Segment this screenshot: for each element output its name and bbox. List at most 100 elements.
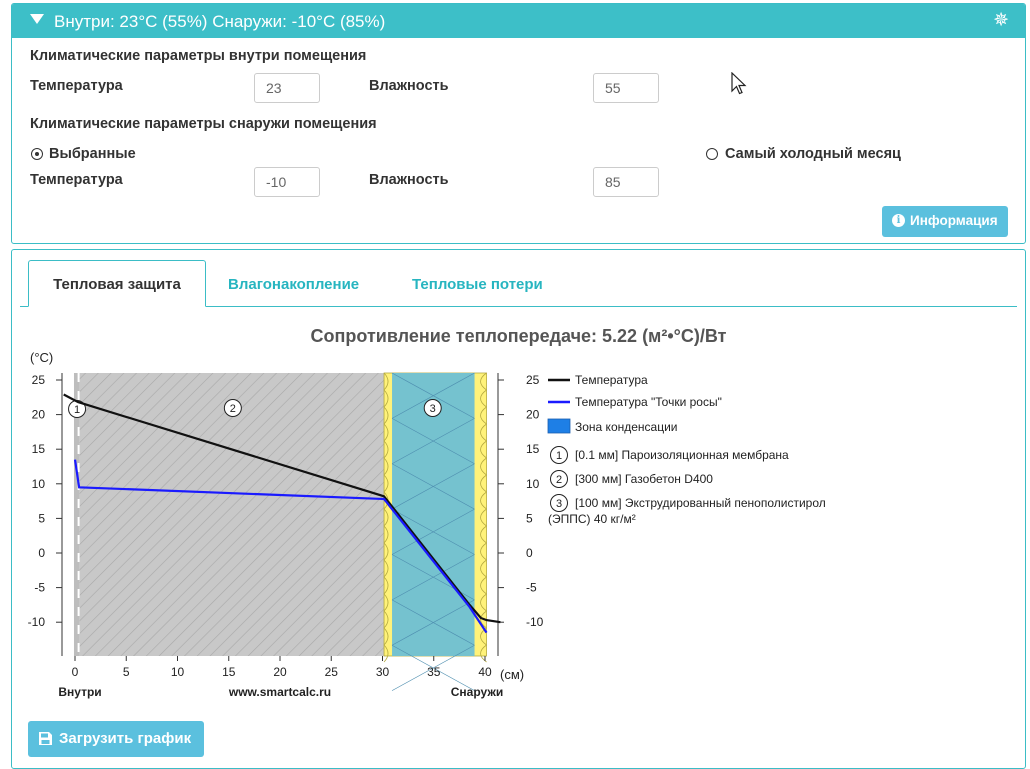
legend-layer-3-text: [100 мм] Экструдированный пенополистирол	[575, 496, 826, 510]
x-axis-unit: (см)	[500, 667, 524, 682]
insulation-scallop	[480, 576, 487, 595]
insulation-scallop	[480, 457, 487, 476]
x-tick-label: 30	[376, 665, 390, 679]
radio-selected-label[interactable]: Выбранные	[49, 146, 136, 162]
download-chart-label: Загрузить график	[59, 730, 192, 747]
snowflake-icon[interactable]: ✵	[993, 10, 1009, 31]
insulation-scallop	[383, 508, 389, 527]
y-tick-label-left: -5	[34, 581, 45, 595]
insulation-scallop	[383, 627, 389, 646]
insulation-scallop	[480, 610, 487, 629]
indoor-heading: Климатические параметры внутри помещения	[30, 48, 367, 64]
legend-condensation-label: Зона конденсации	[575, 420, 678, 434]
outdoor-heading: Климатические параметры снаружи помещени…	[30, 116, 377, 132]
y-tick-label-right: -5	[526, 581, 537, 595]
x-tick-label: 15	[222, 665, 236, 679]
chart-title: Сопротивление теплопередаче: 5.22 (м²•°С…	[310, 326, 727, 346]
y-tick-label-left: 10	[32, 477, 46, 491]
save-icon	[39, 732, 52, 745]
x-tick-label: 35	[427, 665, 441, 679]
tab-label: Влагонакопление	[228, 276, 360, 293]
insulation-scallop	[480, 406, 487, 425]
legend-temperature-label: Температура	[575, 373, 648, 387]
y-tick-label-right: 0	[526, 546, 533, 560]
insulation-scallop	[383, 389, 389, 408]
outside-label: Снаружи	[451, 685, 503, 699]
insulation-scallop	[383, 406, 389, 425]
layer-3-eps-body	[392, 373, 475, 656]
legend-layer-2-text: [300 мм] Газобетон D400	[575, 472, 713, 486]
y-tick-label-right: 15	[526, 442, 540, 456]
insulation-scallop	[480, 474, 487, 493]
layer-marker-circle	[223, 399, 242, 417]
x-tick-label: 40	[478, 665, 492, 679]
outdoor-hum-input[interactable]: 85	[593, 167, 659, 197]
legend-layer-circle	[550, 446, 568, 464]
y-tick-label-left: 5	[38, 511, 45, 525]
eps-cross-hatch	[391, 463, 475, 510]
y-tick-label-left: 15	[32, 442, 46, 456]
insulation-scallop	[383, 372, 389, 391]
y-tick-label-right: 10	[526, 477, 540, 491]
radio-coldest-month-label[interactable]: Самый холодный месяц	[725, 146, 901, 162]
tab-heat-loss[interactable]: Тепловые потери	[412, 260, 543, 307]
indoor-hum-label: Влажность	[369, 78, 449, 94]
insulation-scallop	[383, 542, 389, 561]
legend-layer-1-text: [0.1 мм] Пароизоляционная мембрана	[575, 448, 789, 462]
y-tick-label-left: 20	[32, 408, 46, 422]
insulation-scallop	[480, 372, 487, 391]
insulation-scallop	[383, 610, 389, 629]
eps-cross-hatch	[391, 418, 475, 465]
collapse-triangle-icon[interactable]	[30, 14, 44, 24]
insulation-scallop	[383, 593, 389, 612]
outdoor-temp-label: Температура	[30, 172, 123, 188]
insulation-scallop	[480, 423, 487, 442]
insulation-scallop	[480, 542, 487, 561]
insulation-scallop	[480, 389, 487, 408]
indoor-hum-input[interactable]: 55	[593, 73, 659, 103]
results-panel: Тепловая защита Влагонакопление Тепловые…	[11, 249, 1026, 769]
radio-coldest-month[interactable]	[706, 148, 718, 160]
download-chart-button[interactable]: Загрузить график	[28, 721, 204, 757]
insulation-scallop	[480, 559, 487, 578]
radio-selected[interactable]	[31, 148, 43, 160]
outdoor-temp-input[interactable]: -10	[254, 167, 320, 197]
insulation-scallop	[383, 559, 389, 578]
insulation-scallop	[383, 440, 389, 459]
temperature-line	[63, 393, 501, 624]
x-tick-label: 0	[72, 665, 79, 679]
legend-condensation-swatch	[547, 418, 571, 434]
insulation-scallop	[480, 440, 487, 459]
y-tick-label-left: 0	[38, 546, 45, 560]
legend-layer-number: 2	[556, 474, 562, 486]
insulation-scallop	[383, 423, 389, 442]
climate-panel: Внутри: 23°C (55%) Снаружи: -10°C (85%) …	[11, 3, 1026, 244]
layer-marker-number: 1	[74, 404, 80, 416]
y-tick-label-right: 20	[526, 408, 540, 422]
info-button[interactable]: i Информация	[882, 206, 1008, 237]
legend-layer-number: 3	[556, 498, 562, 510]
climate-panel-header[interactable]: Внутри: 23°C (55%) Снаружи: -10°C (85%) …	[12, 4, 1025, 38]
insulation-scallop	[383, 576, 389, 595]
dew-point-line	[73, 459, 488, 634]
tab-moisture-accumulation[interactable]: Влагонакопление	[228, 260, 359, 307]
legend-dewpoint-label: Температура "Точки росы"	[575, 395, 722, 409]
tab-label: Тепловая защита	[53, 276, 181, 293]
y-tick-label-right: 5	[526, 511, 533, 525]
legend-layer-circle	[550, 470, 568, 488]
outdoor-hum-label: Влажность	[369, 172, 449, 188]
legend-layer-3-text-cont: (ЭППС) 40 кг/м²	[548, 512, 636, 526]
indoor-temp-input[interactable]: 23	[254, 73, 320, 103]
y-tick-label-right: -10	[526, 615, 544, 629]
insulation-scallop	[480, 593, 487, 612]
tab-thermal-protection[interactable]: Тепловая защита	[28, 260, 206, 307]
insulation-scallop	[383, 457, 389, 476]
y-axis-unit: (°C)	[30, 350, 53, 365]
layer-marker-circle	[423, 399, 442, 417]
layer-2-aerated-concrete	[79, 373, 385, 656]
y-tick-label-left: 25	[32, 373, 46, 387]
insulation-scallop	[480, 525, 487, 544]
legend-layer-number: 1	[556, 450, 562, 462]
layer-marker-number: 3	[430, 403, 436, 415]
layer-marker-number: 2	[230, 403, 236, 415]
